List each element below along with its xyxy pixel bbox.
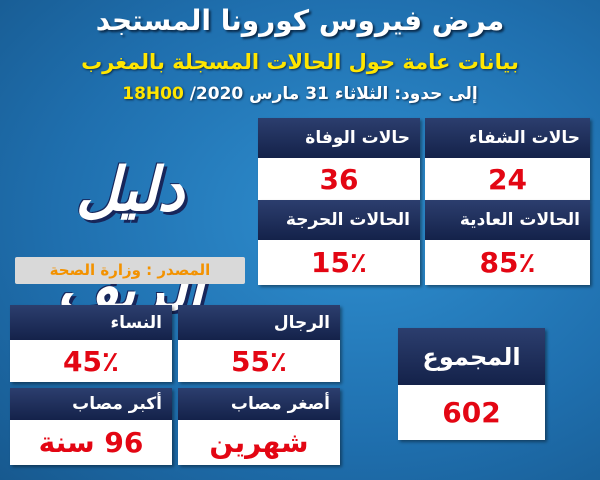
stat-card: حالات الوفاة 36 xyxy=(258,118,420,200)
card-value: 602 xyxy=(398,385,545,440)
stat-card: أكبر مصاب 96 سنة xyxy=(10,388,172,465)
card-label: المجموع xyxy=(398,328,545,385)
card-label: حالات الشفاء xyxy=(425,118,590,158)
title: مرض فيروس كورونا المستجد xyxy=(95,4,505,37)
subtitle: بيانات عامة حول الحالات المسجلة بالمغرب xyxy=(81,50,519,74)
card-value: شهرين xyxy=(178,420,340,465)
card-label: الحالات العادية xyxy=(425,200,590,240)
card-value: 24 xyxy=(425,158,590,200)
card-value: 96 سنة xyxy=(10,420,172,465)
card-label: أكبر مصاب xyxy=(10,388,172,420)
card-label: الحالات الحرجة xyxy=(258,200,420,240)
stat-card: الرجال 55٪ xyxy=(178,305,340,382)
card-label: حالات الوفاة xyxy=(258,118,420,158)
card-label: أصغر مصاب xyxy=(178,388,340,420)
stat-card: المجموع 602 xyxy=(398,328,545,440)
stat-card: حالات الشفاء 24 xyxy=(425,118,590,200)
source: المصدر : وزارة الصحة xyxy=(15,257,245,284)
logo: دليل الريف xyxy=(56,155,204,325)
stat-card: أصغر مصاب شهرين xyxy=(178,388,340,465)
card-value: 55٪ xyxy=(178,340,340,382)
card-value: 15٪ xyxy=(258,240,420,285)
stat-card: الحالات العادية 85٪ xyxy=(425,200,590,285)
time: 18H00 xyxy=(122,84,184,104)
stat-card: النساء 45٪ xyxy=(10,305,172,382)
date: إلى حدود: الثلاثاء 31 مارس 2020/ xyxy=(189,84,478,104)
card-value: 85٪ xyxy=(425,240,590,285)
card-value: 45٪ xyxy=(10,340,172,382)
date-line: إلى حدود: الثلاثاء 31 مارس 2020/ 18H00 xyxy=(80,84,520,104)
stat-card: الحالات الحرجة 15٪ xyxy=(258,200,420,285)
card-label: النساء xyxy=(10,305,172,340)
card-label: الرجال xyxy=(178,305,340,340)
card-value: 36 xyxy=(258,158,420,200)
